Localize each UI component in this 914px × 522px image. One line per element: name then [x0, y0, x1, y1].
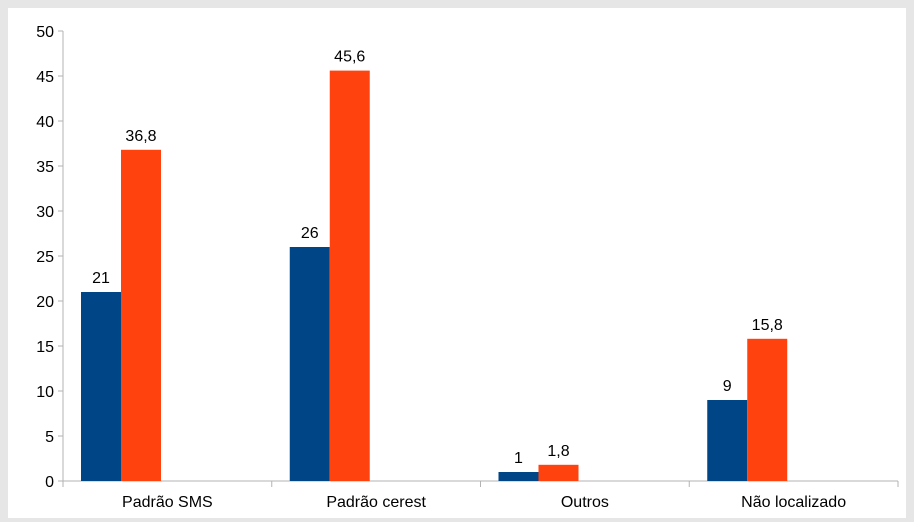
x-tick-label: Não localizado	[741, 494, 846, 511]
y-tick-label: 5	[45, 429, 54, 446]
y-tick-label: 40	[36, 114, 54, 131]
x-tick-label: Padrão cerest	[326, 494, 426, 511]
bar-series-2	[747, 338, 788, 481]
y-tick-label: 30	[36, 204, 54, 221]
x-tick-label: Outros	[561, 494, 609, 511]
data-label: 36,8	[125, 128, 156, 145]
bar-series-2	[329, 70, 370, 481]
y-tick-label: 45	[36, 69, 54, 86]
bar-chart: 0 5 10 15 20 25 30 35 40 45 50 Padrão SMS Padrão ce…	[36, 24, 899, 511]
bar-series-2	[121, 149, 161, 482]
bar-series-1	[498, 472, 539, 481]
data-label: 15,8	[752, 317, 783, 334]
bar-series-2	[538, 464, 579, 481]
y-tick-label: 35	[36, 159, 54, 176]
y-tick-label: 10	[36, 384, 54, 401]
data-label: 1,8	[547, 443, 569, 460]
data-label: 26	[301, 225, 319, 242]
y-tick-label: 20	[36, 294, 54, 311]
y-tick-label: 15	[36, 339, 54, 356]
bar-series-1	[81, 292, 121, 481]
y-tick-label: 25	[36, 249, 54, 266]
chart-frame: 0 5 10 15 20 25 30 35 40 45 50 Padrão SMS Padrão ce…	[8, 8, 906, 518]
x-tick-label: Padrão SMS	[122, 494, 213, 511]
y-tick-label: 50	[36, 24, 54, 41]
bar-series-1	[289, 247, 330, 481]
data-label: 1	[514, 450, 523, 467]
data-labels: 21 36,8 26 45,6 1 1,8 9 15,8	[92, 49, 783, 467]
bar-series-1	[707, 400, 748, 481]
data-label: 21	[92, 270, 110, 287]
x-axis: Padrão SMS Padrão cerest Outros Não localiz…	[62, 480, 899, 511]
bars	[81, 70, 788, 482]
y-axis: 0 5 10 15 20 25 30 35 40 45 50	[36, 24, 64, 491]
data-label: 9	[723, 378, 732, 395]
y-tick-label: 0	[45, 474, 54, 491]
data-label: 45,6	[334, 49, 365, 66]
